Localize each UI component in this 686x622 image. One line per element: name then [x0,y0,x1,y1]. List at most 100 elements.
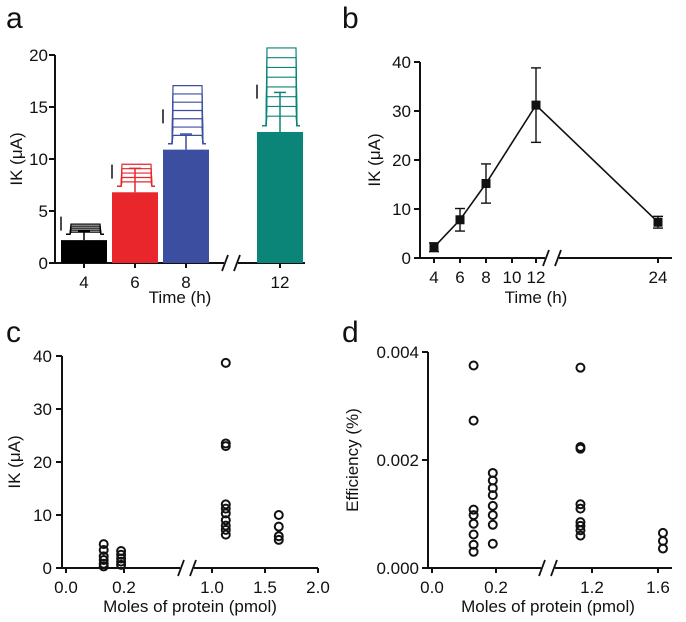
bar-12h [257,131,303,263]
x-axis-break-gap [545,250,559,266]
data-point [653,217,663,227]
panel-b-line-chart: 0 10 20 30 40 4 6 8 10 12 24 Time (h) IK (μA) [365,53,672,307]
y-tick-label: 30 [392,102,411,121]
data-point [98,539,109,550]
x-tick-label: 12 [527,268,546,287]
y-tick-label: 30 [33,400,52,419]
x-axis-label: Time (h) [149,288,212,307]
y-tick-label: 0 [39,254,48,273]
data-point [220,357,231,368]
data-point [575,530,586,541]
y-tick-label: 0.004 [376,343,419,362]
y-tick-label: 40 [33,347,52,366]
data-point [98,555,109,566]
series-line [433,103,659,248]
current-trace-6h [117,163,155,187]
y-axis-label: IK (μA) [7,132,26,185]
bar-8h [163,149,209,263]
y-tick-label: 20 [33,453,52,472]
data-point [468,504,479,515]
x-tick-label: 0.2 [112,578,136,597]
x-axis-break-slash-2 [189,559,197,577]
x-tick-label: 1.2 [580,578,604,597]
current-trace-12h [262,76,300,127]
y-tick-label: 20 [392,151,411,170]
x-tick-label: 6 [455,268,464,287]
panel-letter-a: a [6,2,23,35]
x-tick-label: 0.0 [54,578,78,597]
data-point [468,510,479,521]
data-point [429,242,439,252]
x-axis-label: Time (h) [505,288,568,307]
x-axis-break-gap [180,560,194,576]
y-tick-label: 0 [402,249,411,268]
x-axis-break-slash-1 [221,254,229,272]
data-point [575,362,586,373]
data-point [657,543,668,554]
x-axis-break-slash-2 [550,559,558,577]
x-tick-label: 10 [503,268,522,287]
x-tick-label: 8 [181,273,190,292]
y-tick-label: 10 [392,200,411,219]
panel-letter-c: c [6,316,21,349]
y-tick-label: 10 [33,506,52,525]
current-trace-4h [66,231,104,235]
y-tick-label: 0.000 [376,559,419,578]
data-point [98,551,109,562]
x-tick-label: 2.0 [306,578,330,597]
x-tick-label: 4 [79,273,88,292]
data-point [220,520,231,531]
x-axis-label: Moles of protein (pmol) [461,597,635,616]
panel-c-scatter-chart: 0 10 20 30 40 0.0 0.2 1.0 1.5 2.0 Moles of protein… [5,347,330,616]
data-point [273,510,284,520]
y-axis-label: IK (μA) [365,133,384,186]
data-point [468,415,479,426]
y-tick-label: 5 [39,202,48,221]
data-point [575,525,586,536]
current-trace-6h [117,172,155,187]
y-tick-label: 20 [29,46,48,65]
x-axis-break-slash-1 [177,559,185,577]
x-tick-label: 0.0 [420,578,444,597]
data-point [487,538,498,549]
x-axis-break-slash-2 [554,249,562,267]
x-tick-label: 6 [130,273,139,292]
data-point [531,100,541,110]
data-point [468,360,479,371]
data-point [220,503,231,514]
x-tick-label: 0.2 [484,578,508,597]
x-tick-label: 24 [649,268,668,287]
x-axis-break-slash-2 [233,254,241,272]
x-tick-label: 1.0 [200,578,224,597]
panel-letter-b: b [342,2,359,35]
x-axis-break-gap [541,560,555,576]
current-trace-4h [66,223,104,235]
data-point [273,531,284,542]
current-trace-8h [168,85,206,145]
data-point [116,546,127,557]
data-point [481,179,491,189]
current-trace-12h [262,47,300,127]
data-point [220,529,231,540]
data-point [220,524,231,535]
y-tick-label: 15 [29,98,48,117]
data-point [220,441,231,452]
y-tick-label: 10 [29,150,48,169]
data-point [487,490,498,501]
current-trace-12h [262,115,300,127]
data-point [220,499,231,510]
x-axis-break-gap [224,255,238,271]
data-point [575,499,586,510]
data-point [575,520,586,531]
bar-4h [61,240,107,263]
y-axis-label: Efficiency (%) [343,408,362,512]
data-point [487,510,498,521]
y-tick-label: 0.002 [376,451,419,470]
data-point [116,549,127,560]
data-point [455,215,465,225]
data-point [468,518,479,529]
data-point [487,500,498,511]
data-point [98,544,109,555]
x-tick-label: 8 [481,268,490,287]
current-trace-12h [262,96,300,127]
